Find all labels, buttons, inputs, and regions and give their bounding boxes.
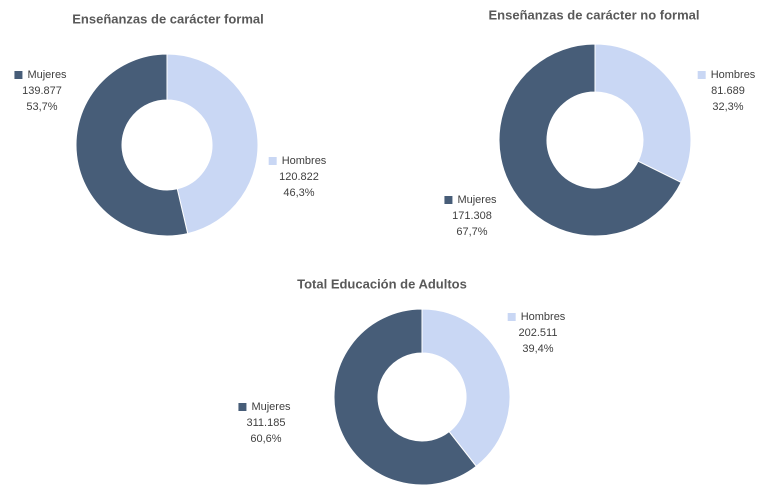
legend-swatch xyxy=(697,71,706,79)
legend-label: Hombres xyxy=(711,69,756,81)
legend-swatch xyxy=(268,157,277,165)
value-label: 202.511 xyxy=(519,327,558,339)
percentage-label: 67,7% xyxy=(456,226,487,238)
legend-label: Hombres xyxy=(521,311,566,323)
chart-title: Enseñanzas de carácter no formal xyxy=(489,7,700,22)
percentage-label: 53,7% xyxy=(26,101,57,113)
legend-label: Mujeres xyxy=(457,194,497,206)
donut-slice xyxy=(498,43,682,237)
legend-swatch xyxy=(507,313,516,321)
value-label: 139.877 xyxy=(22,85,62,97)
percentage-label: 60,6% xyxy=(250,433,281,445)
value-label: 81.689 xyxy=(711,85,745,97)
donut-slice xyxy=(75,53,189,237)
value-label: 311.185 xyxy=(247,417,286,429)
chart-title: Enseñanzas de carácter formal xyxy=(72,11,263,26)
percentage-label: 39,4% xyxy=(522,343,553,355)
donut-slice xyxy=(421,308,511,467)
donut-slice xyxy=(166,53,259,235)
legend-label: Hombres xyxy=(282,155,327,167)
legend-swatch xyxy=(14,71,23,79)
legend-swatch xyxy=(444,196,453,204)
value-label: 171.308 xyxy=(452,210,492,222)
percentage-label: 46,3% xyxy=(283,187,314,199)
percentage-label: 32,3% xyxy=(712,101,743,113)
donut-slice xyxy=(333,308,477,485)
donut-slice xyxy=(594,43,692,184)
legend-label: Mujeres xyxy=(27,69,67,81)
legend-swatch xyxy=(238,403,247,411)
value-label: 120.822 xyxy=(279,171,319,183)
chart-title: Total Educación de Adultos xyxy=(297,276,467,291)
legend-label: Mujeres xyxy=(251,401,291,413)
